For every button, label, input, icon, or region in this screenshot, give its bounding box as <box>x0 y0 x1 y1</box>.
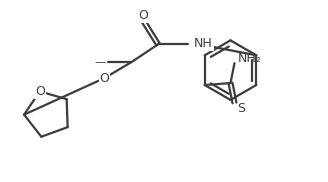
Text: NH: NH <box>194 37 213 50</box>
Text: S: S <box>237 102 245 115</box>
Text: NH₂: NH₂ <box>237 52 261 65</box>
Text: O: O <box>99 72 110 85</box>
Text: —: — <box>94 57 105 67</box>
Text: O: O <box>138 9 148 22</box>
Text: O: O <box>35 85 45 98</box>
